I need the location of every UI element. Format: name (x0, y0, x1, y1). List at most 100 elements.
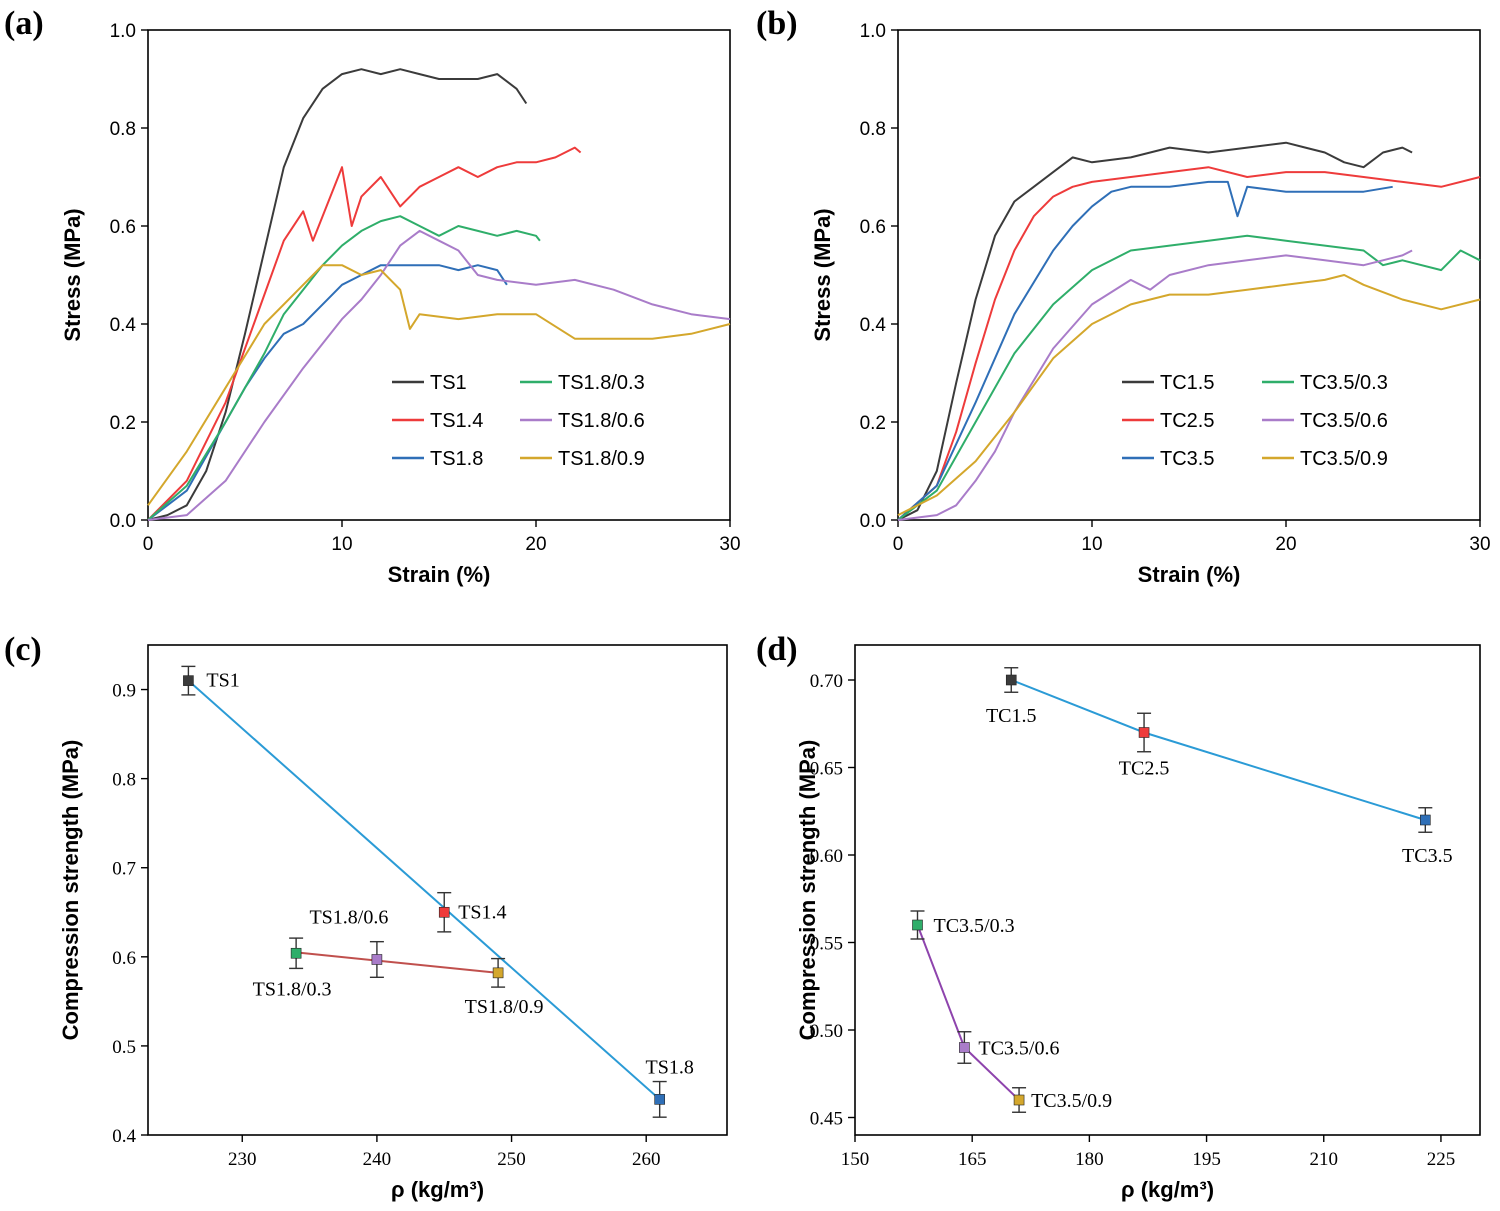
fit-line-blue (187, 679, 661, 1101)
panel-label: (b) (756, 5, 798, 42)
y-tick-label: 0.4 (110, 315, 137, 336)
data-point-TS1-8 (654, 1094, 665, 1105)
x-tick-label: 260 (632, 1149, 661, 1170)
series-line-TC1-5 (897, 141, 1413, 521)
x-tick-label: 165 (958, 1149, 987, 1170)
data-point-TS1 (183, 675, 194, 686)
y-tick-label: 0.6 (110, 217, 136, 238)
series-line-TC3-5-0-6 (897, 249, 1413, 521)
series-line-TS1 (147, 68, 528, 521)
panel-label: (d) (756, 631, 798, 668)
y-tick-label: 0.60 (810, 846, 843, 867)
series-line-TS1-8-0-3 (147, 215, 541, 521)
y-axis-title: Stress (MPa) (810, 208, 835, 341)
legend-label: TS1.8 (430, 448, 483, 470)
x-tick-label: 0 (893, 534, 904, 555)
data-point-TC3-5 (1420, 814, 1431, 826)
data-point-TC3-5-0-6 (959, 1042, 970, 1053)
panel-a: (a) 0 10 20 30 0.0 0.2 0.4 0.6 0.8 1.0 Strain (%) St… (4, 5, 741, 587)
x-tick-label: 20 (525, 534, 546, 555)
y-tick-label: 0.8 (112, 770, 136, 791)
x-axis-title: Strain (%) (388, 562, 491, 587)
point-label: TC3.5/0.6 (978, 1038, 1059, 1060)
x-tick-label: 240 (363, 1149, 392, 1170)
y-tick-label: 0.8 (110, 119, 136, 140)
data-point-TS1-8-0-6 (371, 954, 383, 965)
legend-label: TC3.5/0.3 (1300, 372, 1388, 394)
x-axis-title: ρ (kg/m³) (1121, 1177, 1214, 1202)
legend-label: TS1.8/0.6 (558, 410, 645, 432)
y-tick-label: 0.7 (112, 859, 136, 880)
legend-label: TC3.5/0.6 (1300, 410, 1388, 432)
data-point-TS1-8-0-9 (492, 967, 504, 979)
x-axis-title: Strain (%) (1138, 562, 1241, 587)
y-tick-label: 0.65 (810, 759, 843, 780)
y-tick-label: 0.4 (860, 315, 887, 336)
x-tick-label: 30 (1469, 534, 1490, 555)
y-tick-label: 0.55 (810, 934, 843, 955)
y-axis-title: Stress (MPa) (60, 208, 85, 341)
y-tick-label: 0.8 (860, 119, 886, 140)
point-label: TC1.5 (986, 705, 1037, 727)
x-tick-label: 250 (497, 1149, 526, 1170)
series-line-TC3-5-0-9 (897, 274, 1481, 516)
panel-b: (b) 0 10 20 30 0.0 0.2 0.4 0.6 0.8 1.0 Strain (%) St… (756, 5, 1491, 587)
y-tick-label: 0.0 (110, 511, 136, 532)
plot-frame (147, 644, 728, 1136)
point-label: TS1.8 (646, 1056, 694, 1078)
legend-label: TC3.5/0.9 (1300, 448, 1388, 470)
y-tick-label: 0.5 (112, 1037, 136, 1058)
y-tick-label: 0.6 (860, 217, 886, 238)
data-point-TS1-4 (438, 906, 450, 918)
plot-frame (147, 29, 731, 521)
point-label: TC3.5 (1402, 845, 1453, 867)
fit-line-red (295, 951, 499, 974)
x-tick-label: 20 (1275, 534, 1296, 555)
point-label: TC3.5/0.9 (1031, 1090, 1112, 1112)
point-label: TS1.4 (458, 901, 506, 923)
panel-c: (c) 230 240 250 260 0.4 0.5 0.6 0.7 0.8 0.9 ρ (kg/m… (4, 631, 728, 1202)
y-tick-label: 0.9 (112, 681, 136, 702)
legend-label: TC3.5 (1160, 448, 1214, 470)
series-line-TS1-4 (147, 146, 582, 521)
plot-frame (854, 644, 1481, 1136)
data-point-TC3-5-0-9 (1013, 1094, 1025, 1106)
panel-label: (a) (4, 5, 44, 42)
point-label: TC2.5 (1119, 758, 1170, 780)
series-line-TS1-8-0-6 (147, 229, 731, 521)
y-tick-label: 0.50 (810, 1021, 843, 1042)
legend-label: TC1.5 (1160, 372, 1214, 394)
point-label: TS1.8/0.6 (309, 906, 388, 928)
point-label: TS1 (206, 670, 239, 692)
legend-label: TC2.5 (1160, 410, 1214, 432)
y-tick-label: 0.45 (810, 1109, 843, 1130)
series-line-TC2-5 (897, 166, 1481, 521)
series-line-TC3-5 (897, 180, 1393, 521)
y-axis-title: Compression strength (MPa) (795, 740, 820, 1041)
point-label: TS1.8/0.3 (253, 978, 332, 1000)
data-point-TC2-5 (1138, 727, 1150, 738)
x-axis-title: ρ (kg/m³) (391, 1177, 484, 1202)
y-tick-label: 0.4 (112, 1126, 136, 1147)
x-tick-label: 30 (719, 534, 740, 555)
point-label: TS1.8/0.9 (465, 996, 544, 1018)
y-tick-label: 0.2 (860, 413, 886, 434)
plot-frame (897, 29, 1481, 521)
y-tick-label: 1.0 (860, 21, 886, 42)
series-line-TC3-5-0-3 (897, 234, 1481, 521)
panel-d: (d) 150 165 180 195 210 225 0.45 0.50 0.55 0.60 0.6… (756, 631, 1481, 1202)
y-tick-label: 0.70 (810, 671, 843, 692)
legend-label: TS1.4 (430, 410, 483, 432)
y-axis-title: Compression strength (MPa) (58, 740, 83, 1041)
data-point-TS1-8-0-3 (290, 947, 302, 959)
fit-line-purple (916, 924, 1020, 1101)
x-tick-label: 225 (1427, 1149, 1456, 1170)
panel-label: (c) (4, 631, 42, 668)
x-tick-label: 230 (228, 1149, 257, 1170)
point-label: TC3.5/0.3 (934, 915, 1015, 937)
y-tick-label: 0.6 (112, 948, 136, 969)
data-point-TC3-5-0-3 (912, 919, 923, 931)
fit-line-blue (1010, 679, 1426, 821)
x-tick-label: 210 (1310, 1149, 1339, 1170)
